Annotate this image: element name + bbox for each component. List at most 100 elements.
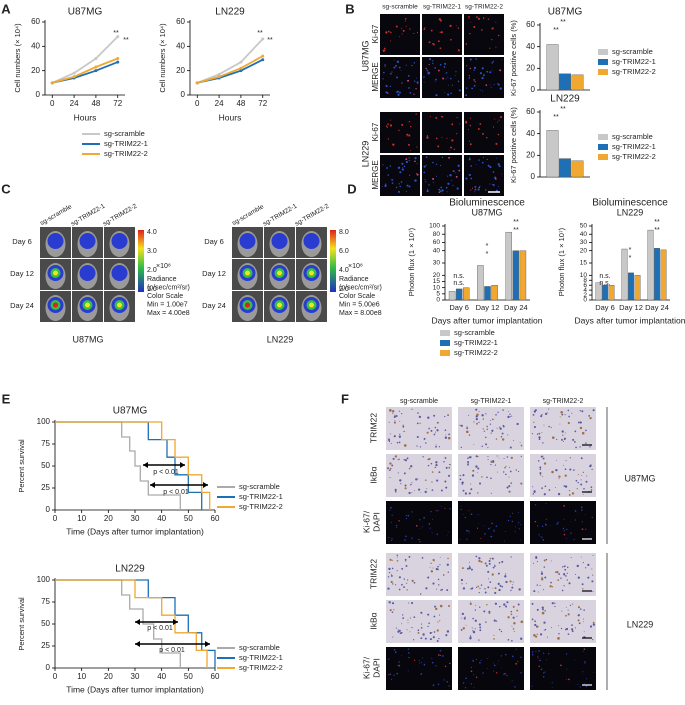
texture-dot: [420, 540, 422, 542]
texture-dot: [468, 158, 471, 161]
texture-dot: [538, 438, 541, 441]
texture-dot: [487, 164, 490, 167]
texture-dot: [481, 67, 484, 70]
bar: [608, 285, 615, 301]
texture-dot: [566, 579, 569, 581]
texture-dot: [470, 177, 473, 180]
panel-label: A: [1, 1, 11, 16]
texture-dot: [437, 69, 440, 72]
point: [116, 57, 120, 60]
texture-dot: [472, 469, 475, 472]
texture-dot: [423, 76, 425, 78]
point: [239, 60, 243, 64]
texture-dot: [585, 442, 587, 444]
texture-dot: [420, 627, 423, 629]
stain-label: Ki-67/: [361, 510, 371, 533]
texture-dot: [387, 138, 389, 140]
texture-dot: [416, 445, 418, 447]
texture-dot: [459, 475, 461, 477]
colorbar-legend: Color Scale: [339, 293, 375, 300]
column-label: sg-TRIM22-1: [423, 4, 461, 11]
texture-dot: [447, 604, 450, 607]
texture-dot: [435, 463, 438, 467]
texture-dot: [460, 508, 462, 511]
texture-dot: [502, 424, 504, 427]
texture-dot: [479, 185, 481, 187]
texture-dot: [582, 471, 584, 473]
texture-dot: [577, 513, 579, 514]
texture-dot: [416, 31, 419, 34]
bar: [660, 249, 667, 301]
texture-dot: [407, 670, 409, 672]
texture-dot: [391, 567, 394, 570]
texture-dot: [393, 609, 395, 611]
texture-dot: [403, 444, 407, 447]
bar: [595, 282, 602, 301]
group-label: U87MG: [72, 334, 103, 344]
texture-dot: [470, 165, 472, 167]
texture-dot: [543, 621, 546, 624]
texture-dot: [491, 62, 493, 64]
colorbar-tick: 3.0: [147, 248, 157, 255]
point: [239, 66, 243, 70]
texture-dot: [437, 565, 439, 568]
bar: [647, 229, 654, 301]
texture-dot: [393, 648, 396, 651]
texture-dot: [406, 579, 409, 581]
texture-dot: [446, 191, 448, 193]
texture-dot: [555, 487, 556, 489]
texture-dot: [503, 457, 505, 459]
texture-dot: [409, 125, 412, 128]
y-tick-label: 50: [580, 223, 588, 230]
texture-dot: [515, 469, 517, 471]
signal-peak: [309, 270, 314, 276]
texture-dot: [409, 617, 412, 619]
texture-dot: [426, 135, 429, 137]
texture-dot: [474, 81, 476, 83]
texture-dot: [574, 519, 576, 521]
texture-dot: [435, 461, 438, 464]
texture-dot: [555, 469, 558, 472]
legend-label: sg-scramble: [454, 328, 495, 337]
texture-dot: [472, 659, 475, 662]
texture-dot: [554, 605, 556, 608]
texture-dot: [382, 185, 383, 187]
texture-dot: [398, 576, 401, 579]
texture-dot: [585, 429, 587, 432]
texture-dot: [435, 116, 438, 119]
texture-dot: [507, 616, 510, 619]
legend-swatch: [598, 59, 608, 65]
texture-dot: [404, 20, 407, 22]
texture-dot: [439, 64, 442, 66]
texture-dot: [446, 534, 448, 536]
texture-dot: [397, 629, 399, 631]
texture-dot: [447, 182, 450, 185]
texture-dot: [494, 118, 496, 120]
texture-dot: [418, 488, 421, 491]
texture-dot: [448, 433, 450, 436]
texture-dot: [392, 457, 395, 460]
legend-label: sg-TRIM22-2: [454, 348, 498, 357]
texture-dot: [581, 583, 584, 586]
texture-dot: [394, 490, 397, 493]
texture-dot: [422, 634, 425, 637]
texture-dot: [567, 409, 570, 412]
texture-dot: [410, 465, 413, 468]
texture-dot: [537, 460, 540, 462]
texture-dot: [429, 631, 432, 635]
texture-dot: [549, 585, 552, 588]
texture-dot: [585, 567, 587, 569]
texture-dot: [539, 659, 541, 662]
texture-dot: [437, 683, 440, 685]
texture-dot: [471, 587, 474, 590]
x-tick-label: Day 6: [449, 303, 469, 312]
texture-dot: [403, 459, 405, 461]
texture-dot: [393, 435, 396, 438]
texture-dot: [434, 605, 437, 608]
stain-label: DAPI: [371, 658, 381, 678]
texture-dot: [491, 522, 493, 525]
texture-dot: [431, 632, 433, 633]
texture-dot: [439, 604, 443, 608]
texture-dot: [382, 78, 384, 80]
texture-dot: [468, 173, 471, 177]
